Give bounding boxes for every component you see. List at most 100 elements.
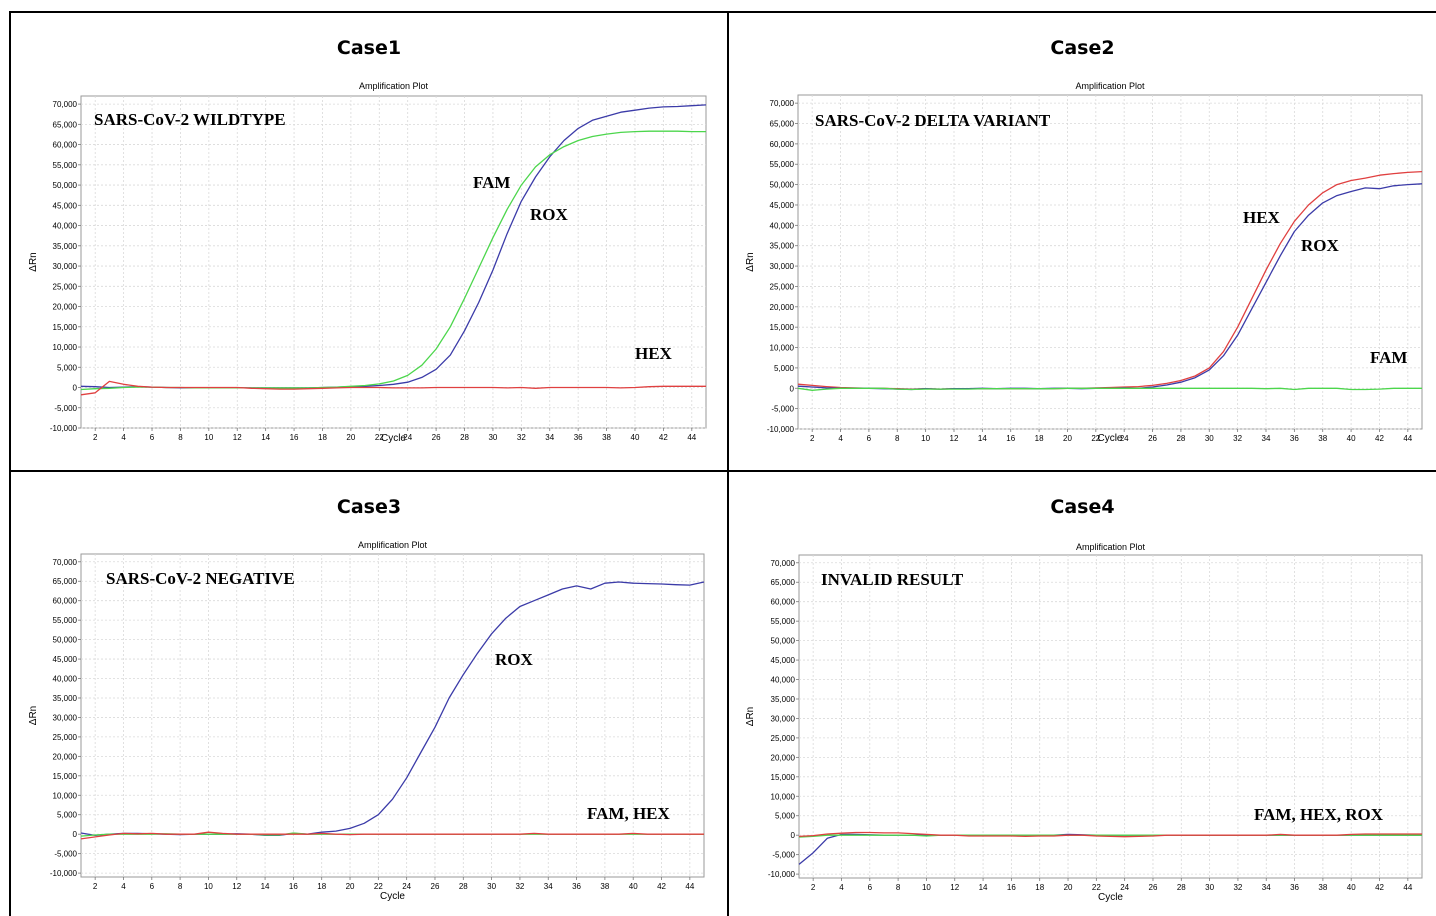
x-tick-label: 44 [1403,883,1412,892]
y-tick-label: 5,000 [57,363,78,372]
chart-annotation: SARS-CoV-2 DELTA VARIANT [815,111,1051,130]
x-tick-label: 42 [657,882,666,891]
y-tick-label: -10,000 [50,424,78,433]
chart-annotation: FAM [473,173,510,192]
y-tick-label: 0 [791,831,796,840]
x-tick-label: 4 [838,434,843,443]
x-tick-label: 22 [375,433,384,442]
case4-panel: Case4 Amplification Plot -10,000 -5,000 0 5,… [729,472,1436,916]
case2-amplification-plot: Amplification Plot -10,000 -5,000 0 5,000 10,… [745,81,1423,444]
y-tick-label: 60,000 [53,141,78,150]
x-tick-label: 24 [1120,434,1129,443]
y-tick-label: 0 [790,384,795,393]
grid-divider-vertical [727,11,729,916]
y-tick-label: -10,000 [50,869,78,878]
y-tick-label: 25,000 [771,734,796,743]
series-line-2 [798,831,1422,838]
y-tick-label: 30,000 [771,714,796,723]
x-tick-label: 14 [261,433,270,442]
y-tick-label: 65,000 [53,577,78,586]
x-tick-label: 6 [150,433,155,442]
y-tick-label: 45,000 [53,201,78,210]
x-tick-label: 12 [950,883,959,892]
y-tick-label: -5,000 [771,405,794,414]
y-tick-label: 20,000 [53,752,78,761]
y-tick-label: -10,000 [767,425,795,434]
x-tick-label: 30 [488,433,497,442]
y-tick-label: 10,000 [53,343,78,352]
y-tick-label: 30,000 [770,262,795,271]
plot-area [798,554,1423,879]
x-tick-label: 10 [204,433,213,442]
chart-annotation: ROX [1301,236,1340,255]
y-tick-label: 35,000 [771,695,796,704]
x-tick-label: 44 [685,882,694,891]
y-tick-label: 55,000 [770,160,795,169]
x-tick-label: 28 [459,882,468,891]
x-tick-label: 34 [1262,434,1271,443]
y-tick-label: 20,000 [771,753,796,762]
y-tick-label: 70,000 [53,100,78,109]
x-tick-label: 38 [600,882,609,891]
x-tick-label: 40 [629,882,638,891]
x-tick-label: 12 [233,433,242,442]
x-tick-label: 34 [545,433,554,442]
x-tick-label: 8 [178,882,183,891]
x-tick-label: 22 [1091,434,1100,443]
y-tick-label: -5,000 [54,404,77,413]
y-tick-label: 0 [73,830,78,839]
x-tick-label: 4 [121,433,126,442]
y-tick-label: 35,000 [53,242,78,251]
case1-panel: Case1 Amplification Plot -10,000 -5,000 0 5,… [11,13,727,470]
x-tick-label: 4 [839,883,844,892]
x-tick-label: 36 [574,433,583,442]
x-tick-label: 12 [232,882,241,891]
y-tick-label: 25,000 [53,282,78,291]
x-tick-label: 10 [922,883,931,892]
x-tick-label: 4 [121,882,126,891]
x-tick-label: 24 [403,433,412,442]
x-tick-label: 42 [659,433,668,442]
y-tick-label: 15,000 [770,323,795,332]
x-tick-label: 40 [1347,883,1356,892]
x-tick-label: 14 [979,883,988,892]
y-tick-label: 50,000 [771,637,796,646]
series-line-2 [80,831,704,840]
y-tick-label: 10,000 [770,344,795,353]
x-tick-label: 22 [374,882,383,891]
x-tick-label: 18 [317,882,326,891]
y-tick-label: 65,000 [770,120,795,129]
x-tick-label: 26 [432,433,441,442]
y-tick-label: 70,000 [771,559,796,568]
x-tick-label: 2 [811,883,816,892]
x-tick-label: 32 [1233,883,1242,892]
x-tick-label: 8 [896,883,901,892]
y-axis-label: ΔRn [745,707,756,726]
x-tick-label: 26 [431,882,440,891]
x-tick-label: 18 [1035,883,1044,892]
y-tick-label: 5,000 [775,812,796,821]
y-tick-label: 55,000 [53,616,78,625]
x-tick-label: 34 [1262,883,1271,892]
x-tick-label: 14 [261,882,270,891]
chart-annotation: ROX [495,650,534,669]
plot-area [797,94,1423,430]
plot-title: Amplification Plot [358,540,428,550]
x-tick-label: 10 [204,882,213,891]
y-axis-label: ΔRn [28,252,39,271]
x-tick-label: 40 [1347,434,1356,443]
y-tick-label: 45,000 [771,656,796,665]
y-tick-label: 25,000 [53,733,78,742]
series-line-2 [80,380,706,396]
y-tick-label: 45,000 [770,201,795,210]
chart-annotation: FAM, HEX [587,804,671,823]
y-tick-label: 25,000 [770,282,795,291]
y-tick-label: 15,000 [53,772,78,781]
y-tick-label: -5,000 [772,851,795,860]
x-tick-label: 18 [1035,434,1044,443]
x-tick-label: 38 [602,433,611,442]
y-tick-label: 65,000 [53,120,78,129]
plot-area [80,553,705,878]
x-tick-label: 38 [1318,883,1327,892]
x-tick-label: 28 [1176,434,1185,443]
